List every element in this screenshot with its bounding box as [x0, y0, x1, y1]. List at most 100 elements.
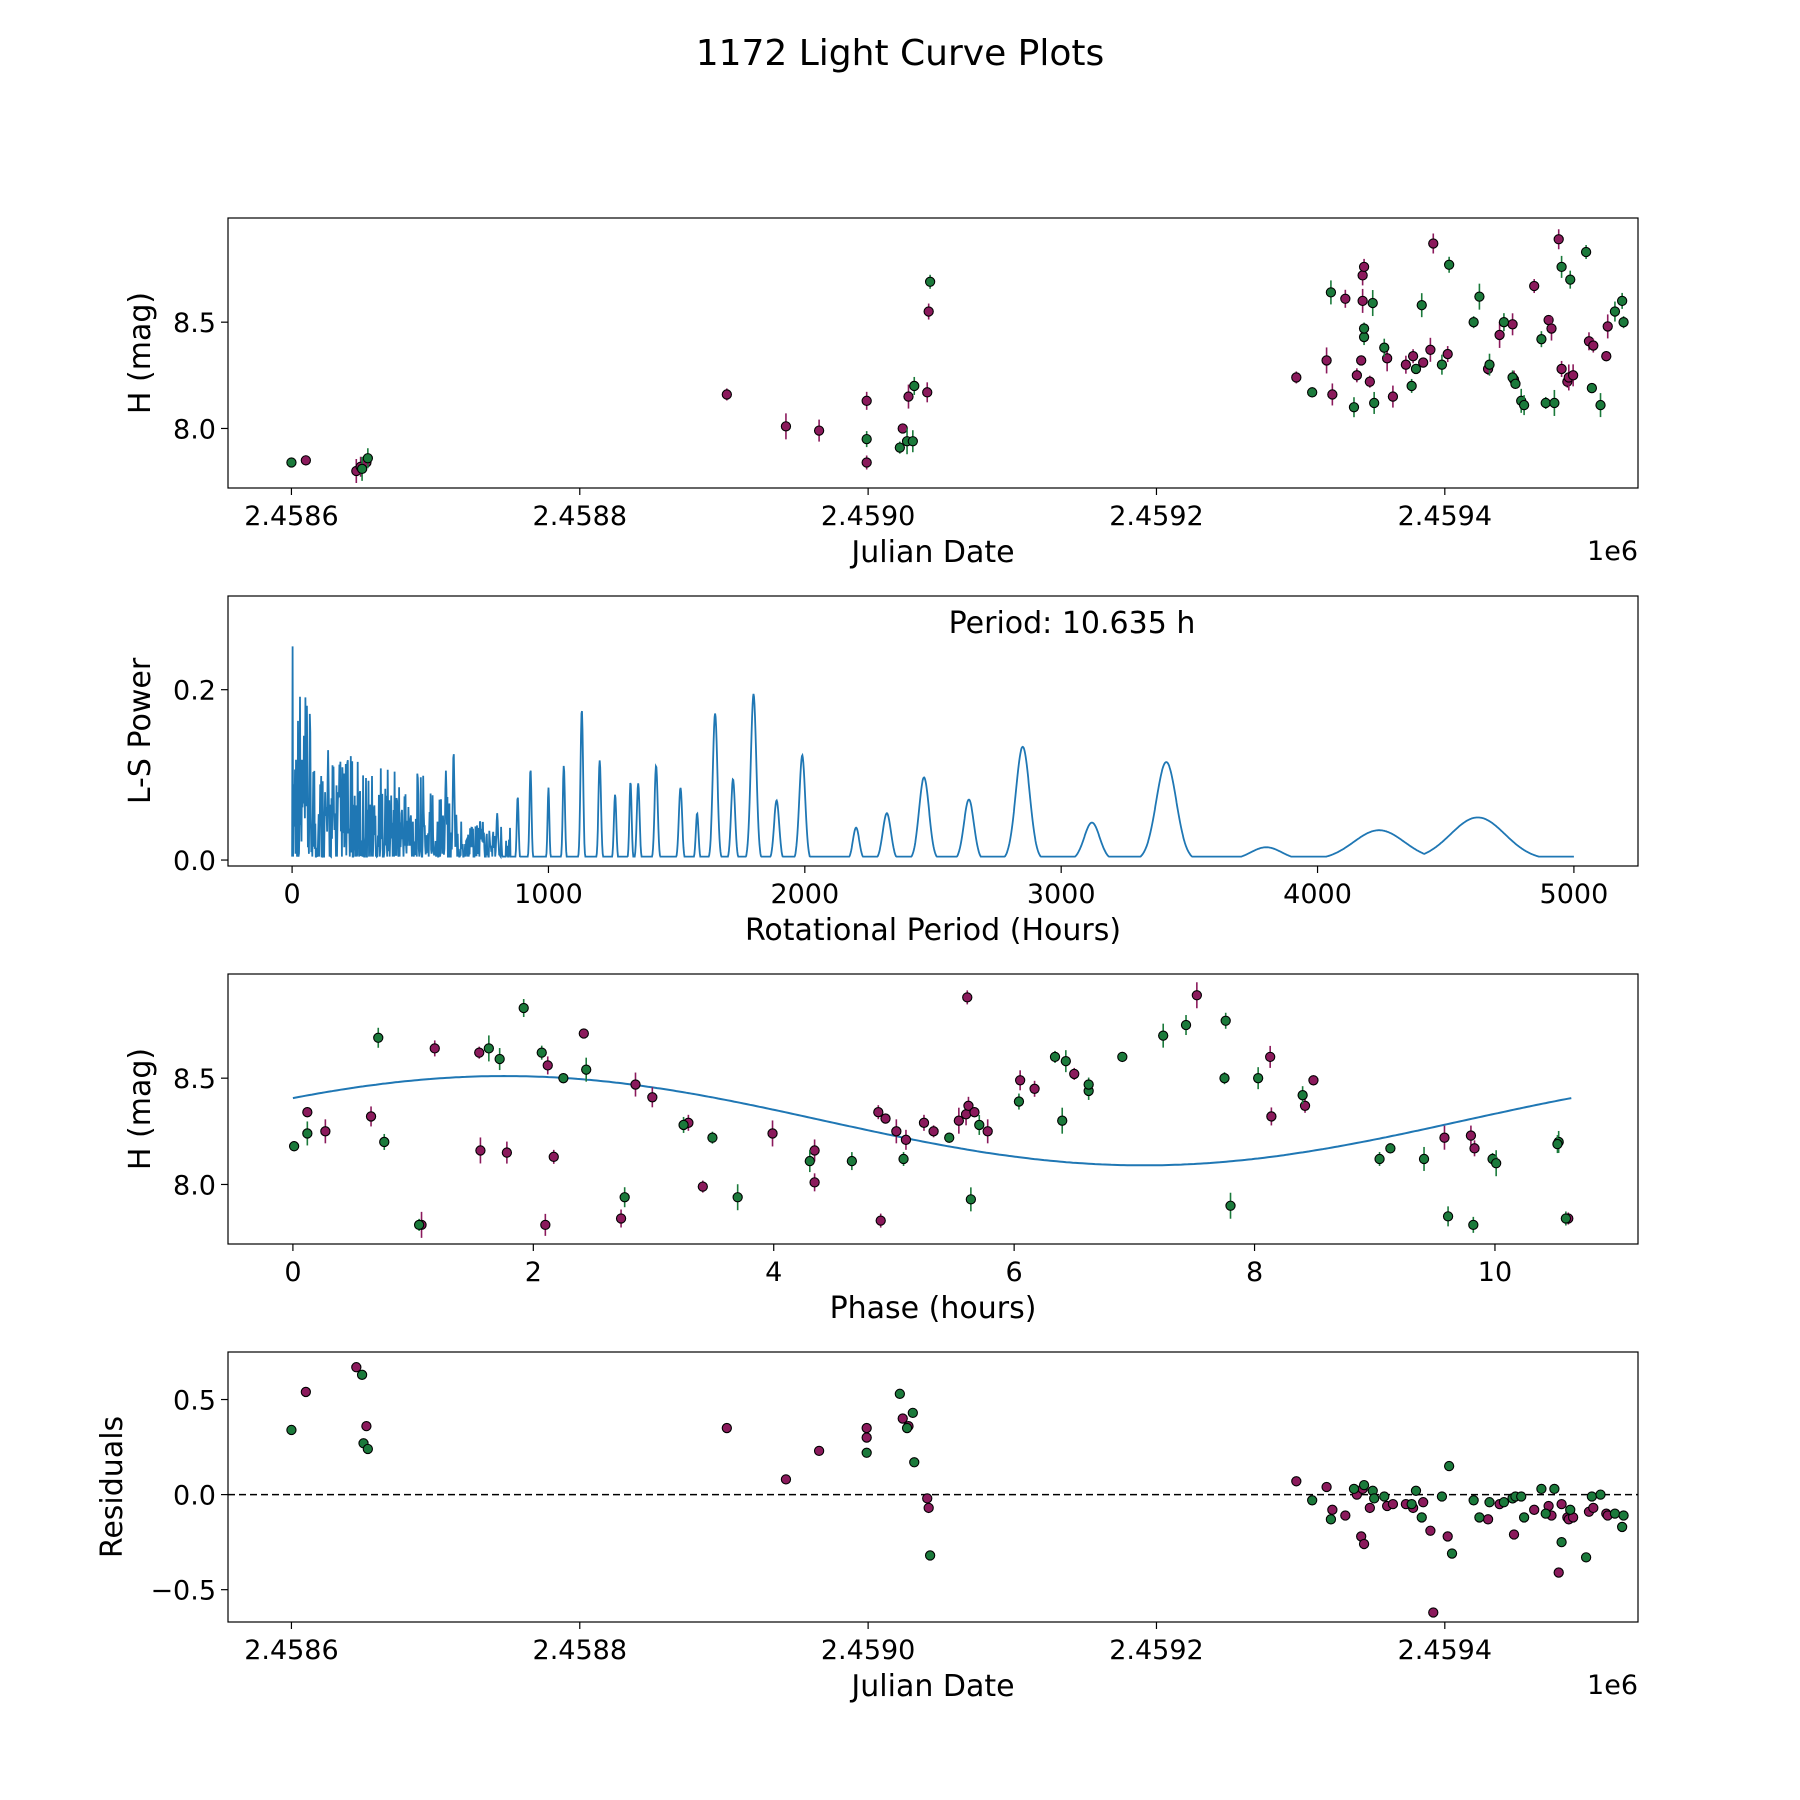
periodogram-x-ticks: 0 1000 2000 3000 4000 5000: [283, 866, 1608, 910]
magenta-data-point: [962, 992, 973, 1003]
green-data-point: [907, 436, 918, 447]
green-data-point: [965, 1194, 977, 1205]
magenta-data-point: [1428, 238, 1439, 249]
green-data-point: [861, 433, 872, 445]
green-data-point: [1436, 1491, 1448, 1502]
y-tick-label: 8.0: [173, 1170, 216, 1201]
x-tick-label: 2.4588: [533, 501, 627, 532]
green-data-point: [1498, 317, 1510, 328]
magenta-data-point: [1418, 1497, 1429, 1508]
green-data-point: [846, 1155, 858, 1167]
green-data-point: [379, 1136, 390, 1148]
green-data-point: [732, 1192, 743, 1203]
panel-periodogram: 0 1000 2000 3000 4000 5000 0.0 0.2 Period: 10.…: [123, 595, 1639, 948]
magenta-data-point: [918, 1117, 930, 1128]
green-data-point: [373, 1032, 384, 1043]
periodogram-y-label: L-S Power: [123, 657, 158, 804]
magenta-data-point: [300, 455, 312, 466]
lightcurve-y-label: H (mag): [123, 292, 158, 414]
magenta-data-point: [1567, 370, 1579, 381]
green-data-point: [1518, 399, 1530, 411]
magenta-data-point: [861, 1432, 872, 1443]
magenta-data-point: [969, 1107, 980, 1118]
lightcurve-y-ticks: 8.0 8.5: [173, 308, 228, 445]
residuals-y-ticks: −0.5 0.0 0.5: [150, 1386, 228, 1607]
x-tick-label: 3000: [1027, 879, 1096, 910]
magenta-data-point: [1356, 355, 1367, 366]
green-data-point: [1158, 1030, 1169, 1041]
green-data-point: [1374, 1153, 1385, 1165]
green-data-point: [894, 1388, 905, 1399]
green-data-point: [1416, 300, 1427, 311]
x-tick-label: 2.4586: [244, 1635, 338, 1666]
green-data-point: [1491, 1158, 1502, 1169]
magenta-data-point: [1508, 1529, 1520, 1540]
green-data-point: [518, 1002, 529, 1014]
magenta-data-point: [1602, 321, 1613, 332]
x-tick-label: 0: [284, 1257, 301, 1288]
y-tick-label: 0.0: [173, 846, 216, 877]
x-tick-label: 0: [283, 879, 300, 910]
magenta-data-point: [1327, 1504, 1338, 1515]
magenta-data-point: [1191, 990, 1202, 1001]
green-data-point: [1358, 1479, 1370, 1491]
green-data-point: [581, 1064, 592, 1075]
magenta-data-point: [809, 1145, 820, 1156]
magenta-data-point: [875, 1215, 886, 1226]
magenta-data-point: [1588, 1502, 1599, 1514]
magenta-data-point: [861, 395, 872, 406]
magenta-data-point: [578, 1028, 589, 1039]
green-data-point: [1406, 1498, 1417, 1510]
green-data-point: [1498, 1497, 1510, 1508]
green-data-point: [558, 1073, 569, 1084]
green-data-point: [894, 442, 905, 453]
magenta-data-point: [963, 1100, 974, 1111]
magenta-data-point: [501, 1147, 513, 1158]
green-data-point: [909, 1457, 920, 1468]
magenta-data-point: [548, 1151, 559, 1162]
period-annotation: Period: 10.635 h: [949, 606, 1196, 641]
magenta-data-point: [1340, 293, 1351, 304]
green-data-point: [1436, 359, 1448, 370]
magenta-data-point: [953, 1115, 964, 1126]
green-data-point: [1616, 1521, 1628, 1533]
x-tick-label: 2.4590: [821, 501, 915, 532]
green-data-point: [1348, 402, 1360, 413]
green-data-point: [1540, 1508, 1551, 1519]
magenta-data-point: [429, 1043, 440, 1054]
green-data-point: [1416, 1512, 1427, 1523]
magenta-data-point: [900, 1134, 912, 1145]
x-tick-label: 2.4590: [821, 1635, 915, 1666]
green-data-point: [1595, 399, 1606, 411]
x-tick-label: 8: [1246, 1257, 1263, 1288]
magenta-data-point: [1482, 1514, 1494, 1525]
magenta-data-point: [1425, 344, 1436, 355]
magenta-data-point: [1529, 280, 1540, 292]
green-data-point: [1556, 1536, 1567, 1548]
lightcurve-offset-text: 1e6: [1587, 536, 1638, 567]
magenta-data-point: [1553, 1567, 1564, 1578]
magenta-data-point: [1291, 372, 1302, 383]
green-data-point: [907, 1407, 918, 1418]
magenta-data-point: [1014, 1075, 1026, 1086]
periodogram-axes-frame: [227, 595, 1639, 867]
green-data-point: [1307, 387, 1318, 398]
green-data-point: [1618, 317, 1629, 328]
green-data-point: [1325, 1514, 1337, 1525]
x-tick-label: 2.4592: [1109, 1635, 1203, 1666]
phase-axes-frame: [227, 973, 1639, 1245]
magenta-data-point: [767, 1128, 778, 1139]
periodogram-x-label: Rotational Period (Hours): [745, 913, 1121, 948]
green-data-point: [1540, 397, 1551, 409]
green-data-point: [302, 1128, 313, 1139]
green-data-point: [1443, 1460, 1455, 1472]
green-data-point: [1580, 246, 1592, 258]
magenta-data-point: [1357, 270, 1368, 281]
magenta-data-point: [351, 1362, 362, 1373]
magenta-data-point: [960, 1109, 972, 1120]
green-data-point: [494, 1053, 505, 1065]
green-data-point: [1556, 261, 1567, 273]
magenta-data-point: [475, 1145, 486, 1156]
green-data-point: [804, 1155, 815, 1167]
x-tick-label: 2.4594: [1398, 501, 1492, 532]
